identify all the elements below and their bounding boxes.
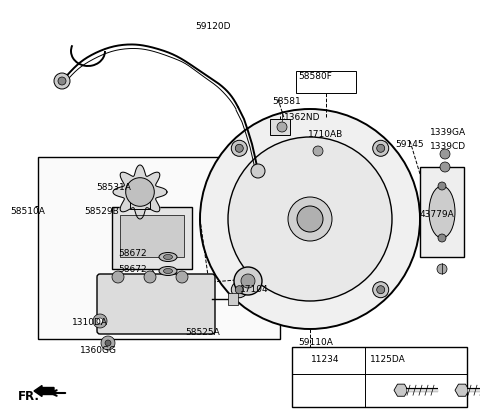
Text: 17104: 17104 (240, 284, 269, 293)
Circle shape (437, 264, 447, 274)
Ellipse shape (159, 267, 177, 276)
Text: 59145: 59145 (395, 140, 424, 149)
Circle shape (438, 183, 446, 190)
Text: 11234: 11234 (311, 354, 339, 363)
Bar (270, 120, 290, 136)
Circle shape (235, 145, 243, 153)
Circle shape (313, 147, 323, 157)
Bar (38, 158, 280, 339)
Circle shape (101, 336, 115, 350)
Text: 58531A: 58531A (96, 183, 131, 192)
Circle shape (438, 235, 446, 242)
Polygon shape (113, 166, 167, 219)
Text: 43779A: 43779A (420, 209, 455, 218)
Circle shape (176, 271, 188, 283)
Text: 58529B: 58529B (84, 206, 119, 216)
Bar (292, 347, 467, 407)
Text: 1125DA: 1125DA (370, 354, 406, 363)
Circle shape (277, 123, 287, 133)
Ellipse shape (159, 253, 177, 262)
Circle shape (112, 271, 124, 283)
Bar (420, 168, 464, 257)
Text: 58581: 58581 (272, 97, 301, 106)
Text: 1339CD: 1339CD (430, 142, 466, 151)
Bar (296, 72, 356, 94)
Circle shape (372, 282, 389, 298)
Circle shape (377, 145, 384, 153)
Circle shape (288, 197, 332, 242)
Text: 1360GG: 1360GG (80, 345, 117, 354)
Ellipse shape (164, 269, 172, 274)
FancyArrow shape (34, 386, 54, 396)
Circle shape (97, 318, 103, 324)
Circle shape (231, 141, 247, 157)
Text: 1310DA: 1310DA (72, 317, 108, 326)
Circle shape (377, 286, 384, 294)
Circle shape (93, 314, 107, 328)
Ellipse shape (164, 255, 172, 260)
Ellipse shape (429, 187, 455, 238)
FancyBboxPatch shape (97, 274, 215, 334)
Text: 58672: 58672 (118, 248, 146, 257)
Text: 58672: 58672 (118, 264, 146, 273)
Circle shape (251, 165, 265, 178)
Circle shape (235, 286, 243, 294)
Text: 58510A: 58510A (10, 206, 45, 216)
Circle shape (54, 74, 70, 90)
Text: 1339GA: 1339GA (430, 128, 466, 137)
Circle shape (126, 178, 154, 207)
Circle shape (372, 141, 389, 157)
Text: 1362ND: 1362ND (284, 113, 321, 122)
Bar (228, 293, 238, 305)
Text: 59120D: 59120D (195, 22, 230, 31)
Bar (120, 216, 184, 257)
Circle shape (440, 150, 450, 159)
Bar (130, 194, 150, 209)
Circle shape (440, 163, 450, 173)
Circle shape (241, 274, 255, 288)
Circle shape (144, 271, 156, 283)
Circle shape (234, 267, 262, 295)
Circle shape (58, 78, 66, 86)
Circle shape (105, 340, 111, 346)
Circle shape (297, 206, 323, 233)
Text: 59110A: 59110A (298, 337, 333, 346)
Text: 1710AB: 1710AB (308, 130, 343, 139)
Circle shape (228, 138, 392, 301)
Circle shape (200, 110, 420, 329)
Text: 58525A: 58525A (185, 327, 220, 336)
Circle shape (231, 282, 247, 298)
Text: FR.: FR. (18, 389, 40, 402)
Bar (112, 207, 192, 269)
Text: 58580F: 58580F (298, 72, 332, 81)
